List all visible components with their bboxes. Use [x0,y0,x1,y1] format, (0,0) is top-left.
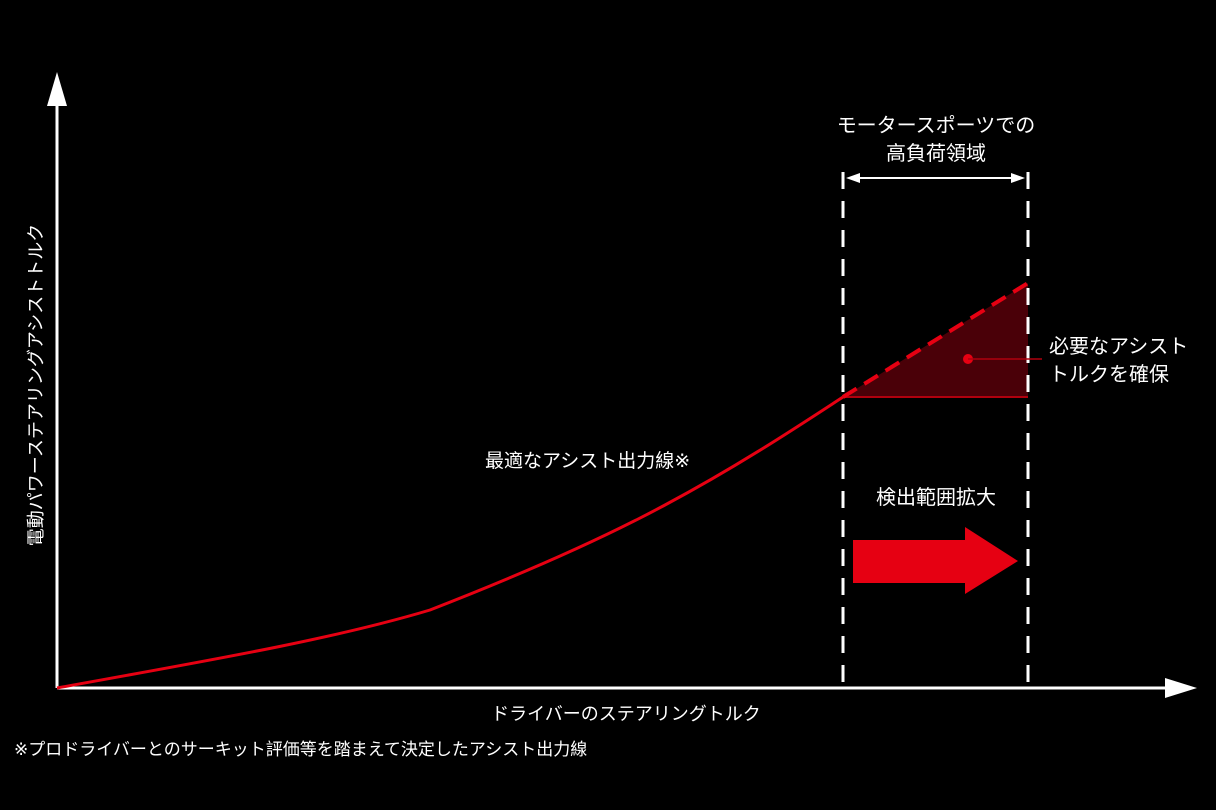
x-axis-arrowhead [1165,678,1197,698]
region-arrow-left-head [846,173,860,183]
optimal-assist-curve [56,395,844,690]
region-label-line2: 高負荷領域 [886,141,986,165]
y-axis-arrowhead [47,72,67,106]
footnote: ※プロドライバーとのサーキット評価等を踏まえて決定したアシスト出力線 [14,740,587,760]
x-axis-label: ドライバーのステアリングトルク [491,704,761,725]
region-arrow-right-head [1011,173,1025,183]
arrow-label: 検出範囲拡大 [876,485,996,509]
region-label-line1: モータースポーツでの [837,113,1036,137]
assist-label-line1: 必要なアシスト [1049,334,1188,358]
y-axis-label: 電動パワーステアリングアシストトルク [26,224,47,546]
assist-label-line2: トルクを確保 [1049,362,1169,386]
detection-range-expansion-arrow [853,527,1018,594]
curve-label: 最適なアシスト出力線※ [485,450,690,472]
extended-assist-dashed-line [841,281,1030,399]
